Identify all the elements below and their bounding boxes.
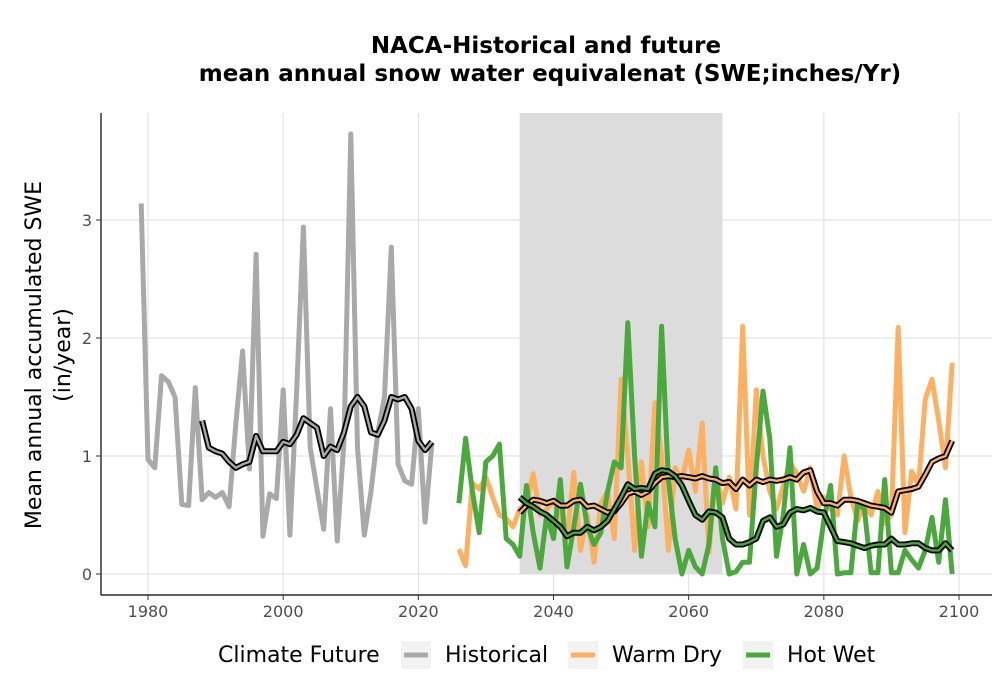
- chart-title-line-1: NACA-Historical and future: [371, 33, 721, 59]
- x-tick-label-2100: 2100: [939, 602, 980, 621]
- legend-label-historical: Historical: [445, 643, 548, 668]
- legend: Climate Future Historical Warm Dry Hot Wet: [218, 641, 876, 669]
- y-tick-label-1: 1: [82, 447, 92, 466]
- x-tick-label-2000: 2000: [263, 602, 304, 621]
- smoothed-line-core-historical: [200, 395, 433, 469]
- legend-label-warm-dry: Warm Dry: [612, 643, 722, 668]
- x-tick-label-2060: 2060: [668, 602, 709, 621]
- chart-titles: NACA-Historical and future mean annual s…: [199, 33, 901, 87]
- y-tick-label-3: 3: [82, 211, 92, 230]
- legend-entry-warm-dry: Warm Dry: [568, 641, 722, 669]
- y-axis-title-line-2: (in/year): [51, 308, 76, 402]
- legend-label-hot-wet: Hot Wet: [787, 643, 876, 668]
- smoothed-line-hot-wet: [517, 467, 955, 554]
- series-line-hot-wet: [456, 320, 955, 577]
- smoothed-line-warm-dry: [517, 439, 955, 516]
- y-axis-title: Mean annual accumulated SWE (in/year): [22, 181, 76, 529]
- x-tick-label-2040: 2040: [533, 602, 574, 621]
- legend-entry-hot-wet: Hot Wet: [743, 641, 876, 669]
- x-tick-label-2020: 2020: [398, 602, 439, 621]
- y-tick-label-0: 0: [82, 565, 92, 584]
- x-axis-ticks: 1980 2000 2020 2040 2060 2080 2100: [128, 595, 980, 621]
- legend-entry-historical: Historical: [401, 641, 548, 669]
- x-tick-label-1980: 1980: [128, 602, 169, 621]
- y-tick-label-2: 2: [82, 329, 92, 348]
- series-line-historical: [138, 131, 435, 544]
- smoothed-line-historical: [199, 394, 435, 471]
- axes: [100, 113, 992, 596]
- legend-title: Climate Future: [218, 643, 380, 668]
- legend-entries: Historical Warm Dry Hot Wet: [401, 641, 876, 669]
- chart-title-line-2: mean annual snow water equivalenat (SWE;…: [199, 61, 901, 87]
- x-tick-label-2080: 2080: [803, 602, 844, 621]
- smoothed-lines: [199, 394, 955, 554]
- y-axis-ticks: 0 1 2 3: [82, 211, 101, 584]
- smoothed-line-core-warm-dry: [518, 440, 954, 514]
- smoothed-line-core-hot-wet: [518, 469, 954, 552]
- y-axis-title-line-1: Mean annual accumulated SWE: [22, 181, 47, 529]
